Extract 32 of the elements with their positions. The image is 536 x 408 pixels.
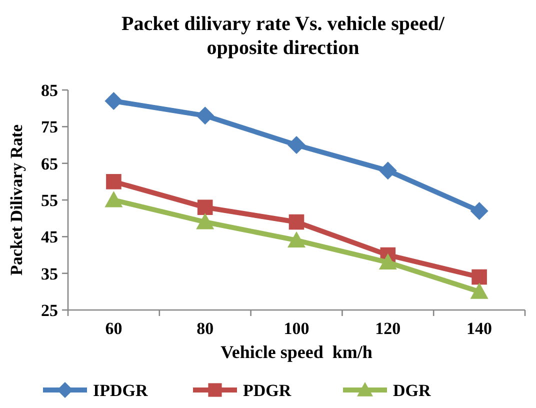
x-tick-label: 120 (375, 319, 401, 338)
x-tick-label: 60 (105, 319, 122, 338)
point (104, 92, 123, 110)
point (106, 174, 122, 190)
point (288, 231, 306, 248)
point (196, 213, 214, 230)
legend-label: IPDGR (93, 380, 148, 400)
chart-title: Packet dilivary rate Vs. vehicle speed/ opposite direction (122, 13, 445, 59)
y-tick-label: 75 (41, 118, 58, 137)
y-axis-title: Packet Dilivary Rate (7, 124, 26, 276)
point (378, 162, 397, 180)
point (288, 214, 304, 230)
x-tick-label: 100 (284, 319, 310, 338)
point (470, 282, 488, 299)
legend-label: DGR (393, 380, 432, 400)
y-tick-label: 85 (41, 80, 58, 100)
y-tick-label: 55 (41, 190, 58, 210)
point (470, 202, 488, 220)
x-tick-label: 140 (466, 319, 492, 338)
x-axis-title: Vehicle speed km/h (220, 342, 372, 362)
point (104, 191, 123, 208)
x-tick-label: 80 (196, 319, 214, 338)
point (197, 200, 213, 215)
point (196, 106, 214, 125)
point (288, 136, 306, 154)
point (472, 269, 487, 285)
point (378, 253, 397, 270)
y-tick-label: 65 (41, 154, 58, 174)
y-tick-label: 35 (41, 264, 58, 284)
y-tick-label: 25 (41, 300, 58, 320)
y-tick-label: 45 (41, 228, 58, 247)
legend-label: PDGR (243, 380, 292, 400)
